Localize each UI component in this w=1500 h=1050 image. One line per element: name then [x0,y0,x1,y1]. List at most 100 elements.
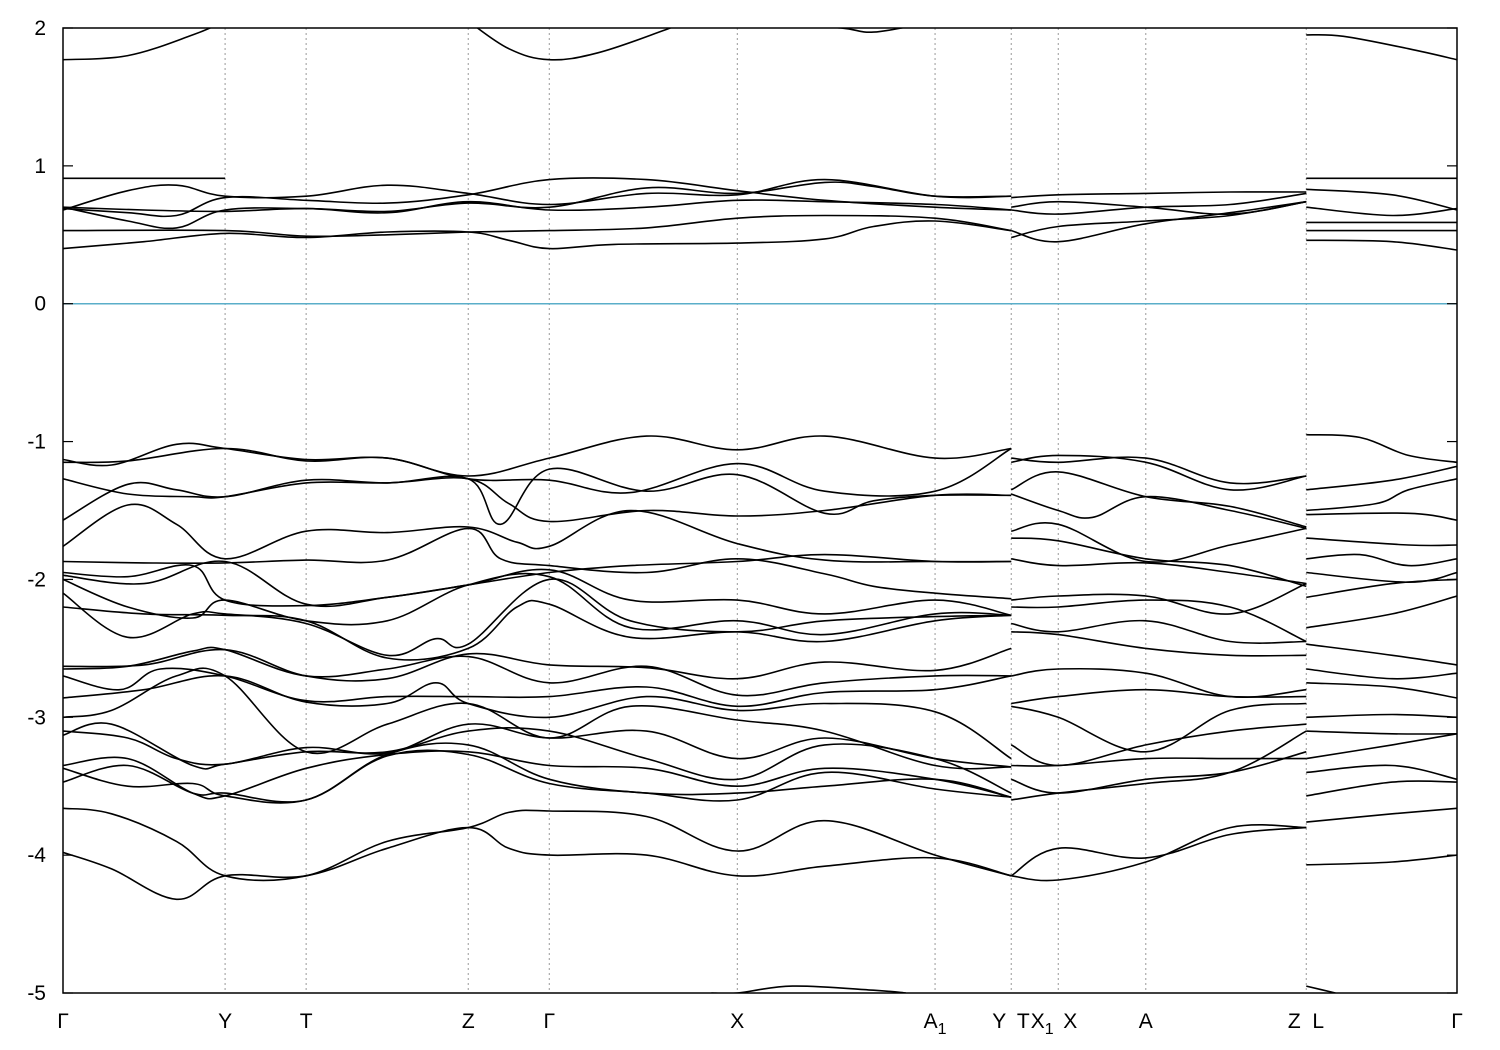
band-line-48 [1010,493,1307,530]
band-line-30 [63,572,1012,636]
band-line-6 [63,181,1012,230]
band-line-9 [63,214,1012,238]
band-line-1 [476,28,673,61]
x-tick-label: A [1139,1010,1153,1033]
band-line-68 [1306,512,1457,521]
x-tick-label: A1 [924,1010,947,1038]
band-line-32 [63,599,1012,661]
band-line-53 [1011,599,1307,643]
band-line-80 [1306,764,1457,781]
band-line-49 [1011,522,1307,563]
y-axis-ticks: -5 -4 -3 -2 -1 0 1 2 [27,17,1457,1005]
axes-box [62,27,1458,994]
band-line-10 [63,220,1012,250]
band-line-60 [1011,757,1307,767]
x-tick-subscript: 1 [938,1021,947,1038]
band-line-35 [63,667,1012,708]
band-line-3 [1306,33,1457,61]
band-line-58 [1011,702,1307,753]
band-line-81 [1306,780,1457,797]
band-line-41 [63,742,1012,804]
band-line-73 [1306,595,1457,629]
y-tick-label: -2 [27,568,46,591]
band-line-79 [1306,733,1457,760]
band-line-27 [63,527,1012,600]
band-line-84 [711,985,906,993]
band-line-5 [63,178,1012,211]
band-line-45 [1011,456,1307,485]
band-line-50 [1011,537,1307,588]
band-line-82 [1306,807,1457,823]
x-tick-label: T [1017,1010,1030,1033]
x-tick-label: Y [992,1010,1006,1033]
band-line-43 [63,807,1012,882]
band-line-52 [1011,582,1307,615]
y-tick-label: 1 [34,155,46,178]
x-tick-label: Z [1288,1010,1301,1033]
band-line-66 [1306,465,1457,491]
band-line-74 [1306,643,1457,666]
band-line-42 [63,749,1012,803]
x-tick-label: Γ [1451,1010,1463,1033]
band-line-17 [1306,188,1457,211]
y-tick-label: -4 [27,844,46,867]
band-line-23 [63,447,1012,497]
band-line-59 [1010,723,1307,767]
x-tick-label: X [730,1010,744,1033]
x-axis-ticks: Γ Y T Z Γ X A1 Y T X1 X A Z L Γ [57,1010,1463,1038]
x-tick-label: L [1312,1010,1324,1033]
x-tick-label: Γ [57,1010,69,1033]
band-line-0 [63,28,213,61]
band-line-29 [63,560,1012,617]
band-line-39 [63,722,1012,794]
x-tick-label: T [300,1010,313,1033]
band-line-11 [1011,191,1307,199]
band-line-44 [63,826,1012,901]
x-tick-label: Y [218,1010,232,1033]
y-tick-label: -3 [27,706,46,729]
band-line-70 [1306,553,1457,567]
band-line-72 [1306,578,1457,599]
y-tick-label: 0 [34,293,46,316]
band-line-21 [1306,239,1457,251]
x-tick-label: X [1063,1010,1077,1033]
band-series [63,28,1457,993]
band-line-55 [1011,631,1307,657]
band-line-61 [1010,751,1307,794]
band-line-64 [1011,824,1307,882]
y-tick-label: -5 [27,982,46,1005]
x-tick-label: Γ [543,1010,555,1033]
band-line-83 [1306,854,1457,866]
high-symmetry-gridlines [224,28,1307,993]
band-line-57 [1011,688,1307,705]
band-line-14 [1011,200,1307,239]
band-line-75 [1306,668,1457,680]
plot-frame [62,27,1458,994]
band-line-7 [63,177,1012,218]
band-line-77 [1306,713,1457,719]
band-line-62 [1011,730,1307,801]
band-line-65 [1306,433,1457,464]
band-line-37 [63,667,1012,770]
band-line-85 [1306,985,1336,993]
band-line-46 [1011,454,1307,491]
band-line-56 [1011,667,1307,698]
band-line-15 [1010,200,1307,243]
band-line-34 [63,646,1012,697]
band-line-31 [63,578,1012,657]
band-line-47 [1010,471,1307,528]
band-line-63 [1010,826,1307,877]
band-line-54 [1011,619,1307,644]
band-line-78 [1306,730,1457,735]
band-line-22 [63,435,1012,477]
band-line-24 [63,476,1012,523]
band-line-67 [1306,478,1457,512]
x-tick-label: Z [462,1010,475,1033]
band-line-26 [63,503,1012,563]
y-tick-label: -1 [27,431,46,454]
band-line-8 [63,199,1012,214]
band-line-25 [63,467,1012,526]
x-tick-subscript: 1 [1045,1021,1054,1038]
band-line-51 [1011,558,1307,585]
